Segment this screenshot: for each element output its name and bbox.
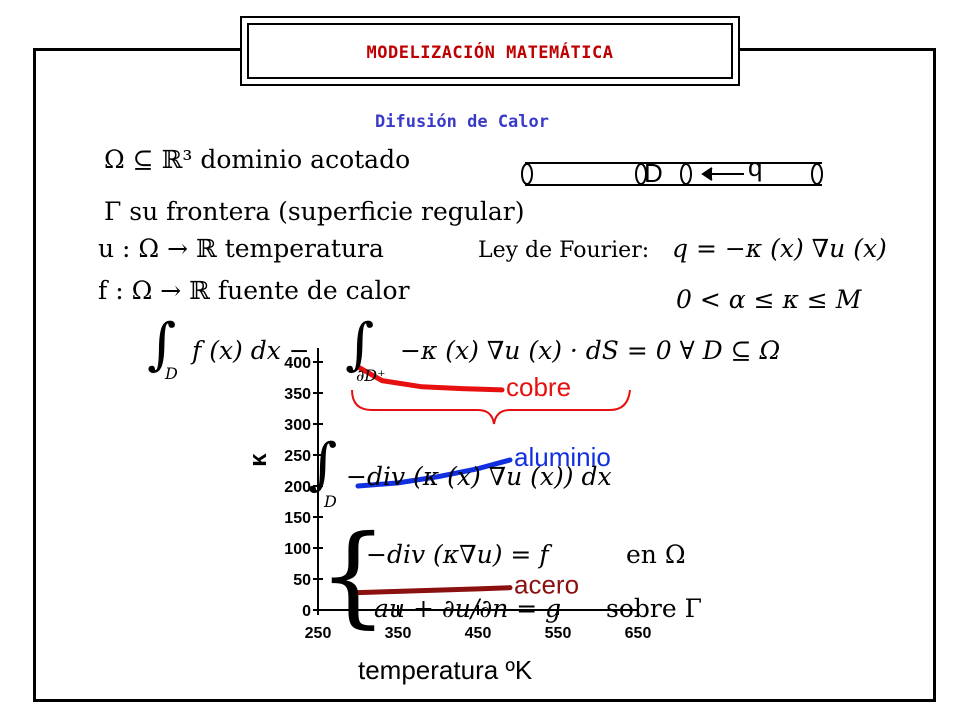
heat-source-definition: f : Ω → ℝ fuente de calor (98, 276, 410, 305)
pde-equation: −div (κ∇u) = f (366, 540, 549, 569)
series-label-aluminio: aluminio (514, 442, 611, 472)
y-tick-label: 200 (284, 479, 311, 496)
rod-domain-label: D (644, 158, 663, 188)
x-tick-label: 250 (305, 625, 332, 642)
domain-definition: Ω ⊆ ℝ³ dominio acotado (104, 145, 411, 174)
integral-sign-surface: ∫ (345, 312, 375, 377)
series-line-acero (355, 585, 513, 596)
y-tick-label: 150 (284, 510, 311, 527)
title-box: MODELIZACIÓN MATEMÁTICA (240, 16, 740, 86)
integral-sign-divergence: ∫ (308, 432, 338, 497)
integral-boundary-subscript: ∂D⁺ (356, 366, 386, 385)
pde-domain: en Ω (626, 540, 686, 569)
series-label-cobre: cobre (506, 372, 571, 402)
x-tick-label: 550 (545, 625, 572, 642)
chart-y-axis-label: κ (245, 453, 272, 467)
series-line-cobre (355, 364, 505, 393)
boundary-definition: Γ su frontera (superficie regular) (104, 197, 525, 226)
y-tick-label: 250 (284, 448, 311, 465)
y-tick-label: 300 (284, 417, 311, 434)
x-tick-label: 650 (625, 625, 652, 642)
y-tick-label: 350 (284, 386, 311, 403)
boundary-condition: au + ∂u/∂n = g (374, 594, 562, 623)
boundary-condition-location: sobre Γ (606, 594, 702, 623)
y-tick-label: 50 (293, 572, 311, 589)
fourier-formula: q = −κ (x) ∇u (x) (672, 234, 887, 263)
divergence-integral: −div (κ (x) ∇u (x)) dx (346, 462, 612, 491)
integral-sign-volume: ∫ (147, 312, 177, 377)
chart-x-axis-label: temperatura ºK (358, 655, 533, 685)
rod-flux-label: q (748, 152, 763, 182)
title-box-inner-border (247, 23, 733, 79)
x-tick-label: 450 (465, 625, 492, 642)
fourier-label: Ley de Fourier: (478, 238, 650, 263)
divergence-domain-subscript: D (324, 492, 337, 511)
x-tick-label: 350 (385, 625, 412, 642)
y-tick-label: 0 (302, 603, 311, 620)
kappa-bounds: 0 < α ≤ κ ≤ M (676, 285, 862, 314)
slide-subtitle: Difusión de Calor (375, 112, 549, 132)
system-brace: { (318, 511, 388, 639)
slide-title: MODELIZACIÓN MATEMÁTICA (366, 43, 614, 63)
balance-left-side: f (x) dx − (192, 336, 310, 365)
series-label-acero: acero (514, 570, 579, 600)
series-line-aluminio (355, 457, 513, 489)
balance-right-side: −κ (x) ∇u (x) · dS = 0 ∀ D ⊆ Ω (400, 336, 781, 365)
temperature-definition: u : Ω → ℝ temperatura (98, 234, 384, 263)
integral-domain-subscript: D (165, 364, 178, 383)
y-tick-label: 100 (284, 541, 311, 558)
y-tick-label: 400 (284, 355, 311, 372)
